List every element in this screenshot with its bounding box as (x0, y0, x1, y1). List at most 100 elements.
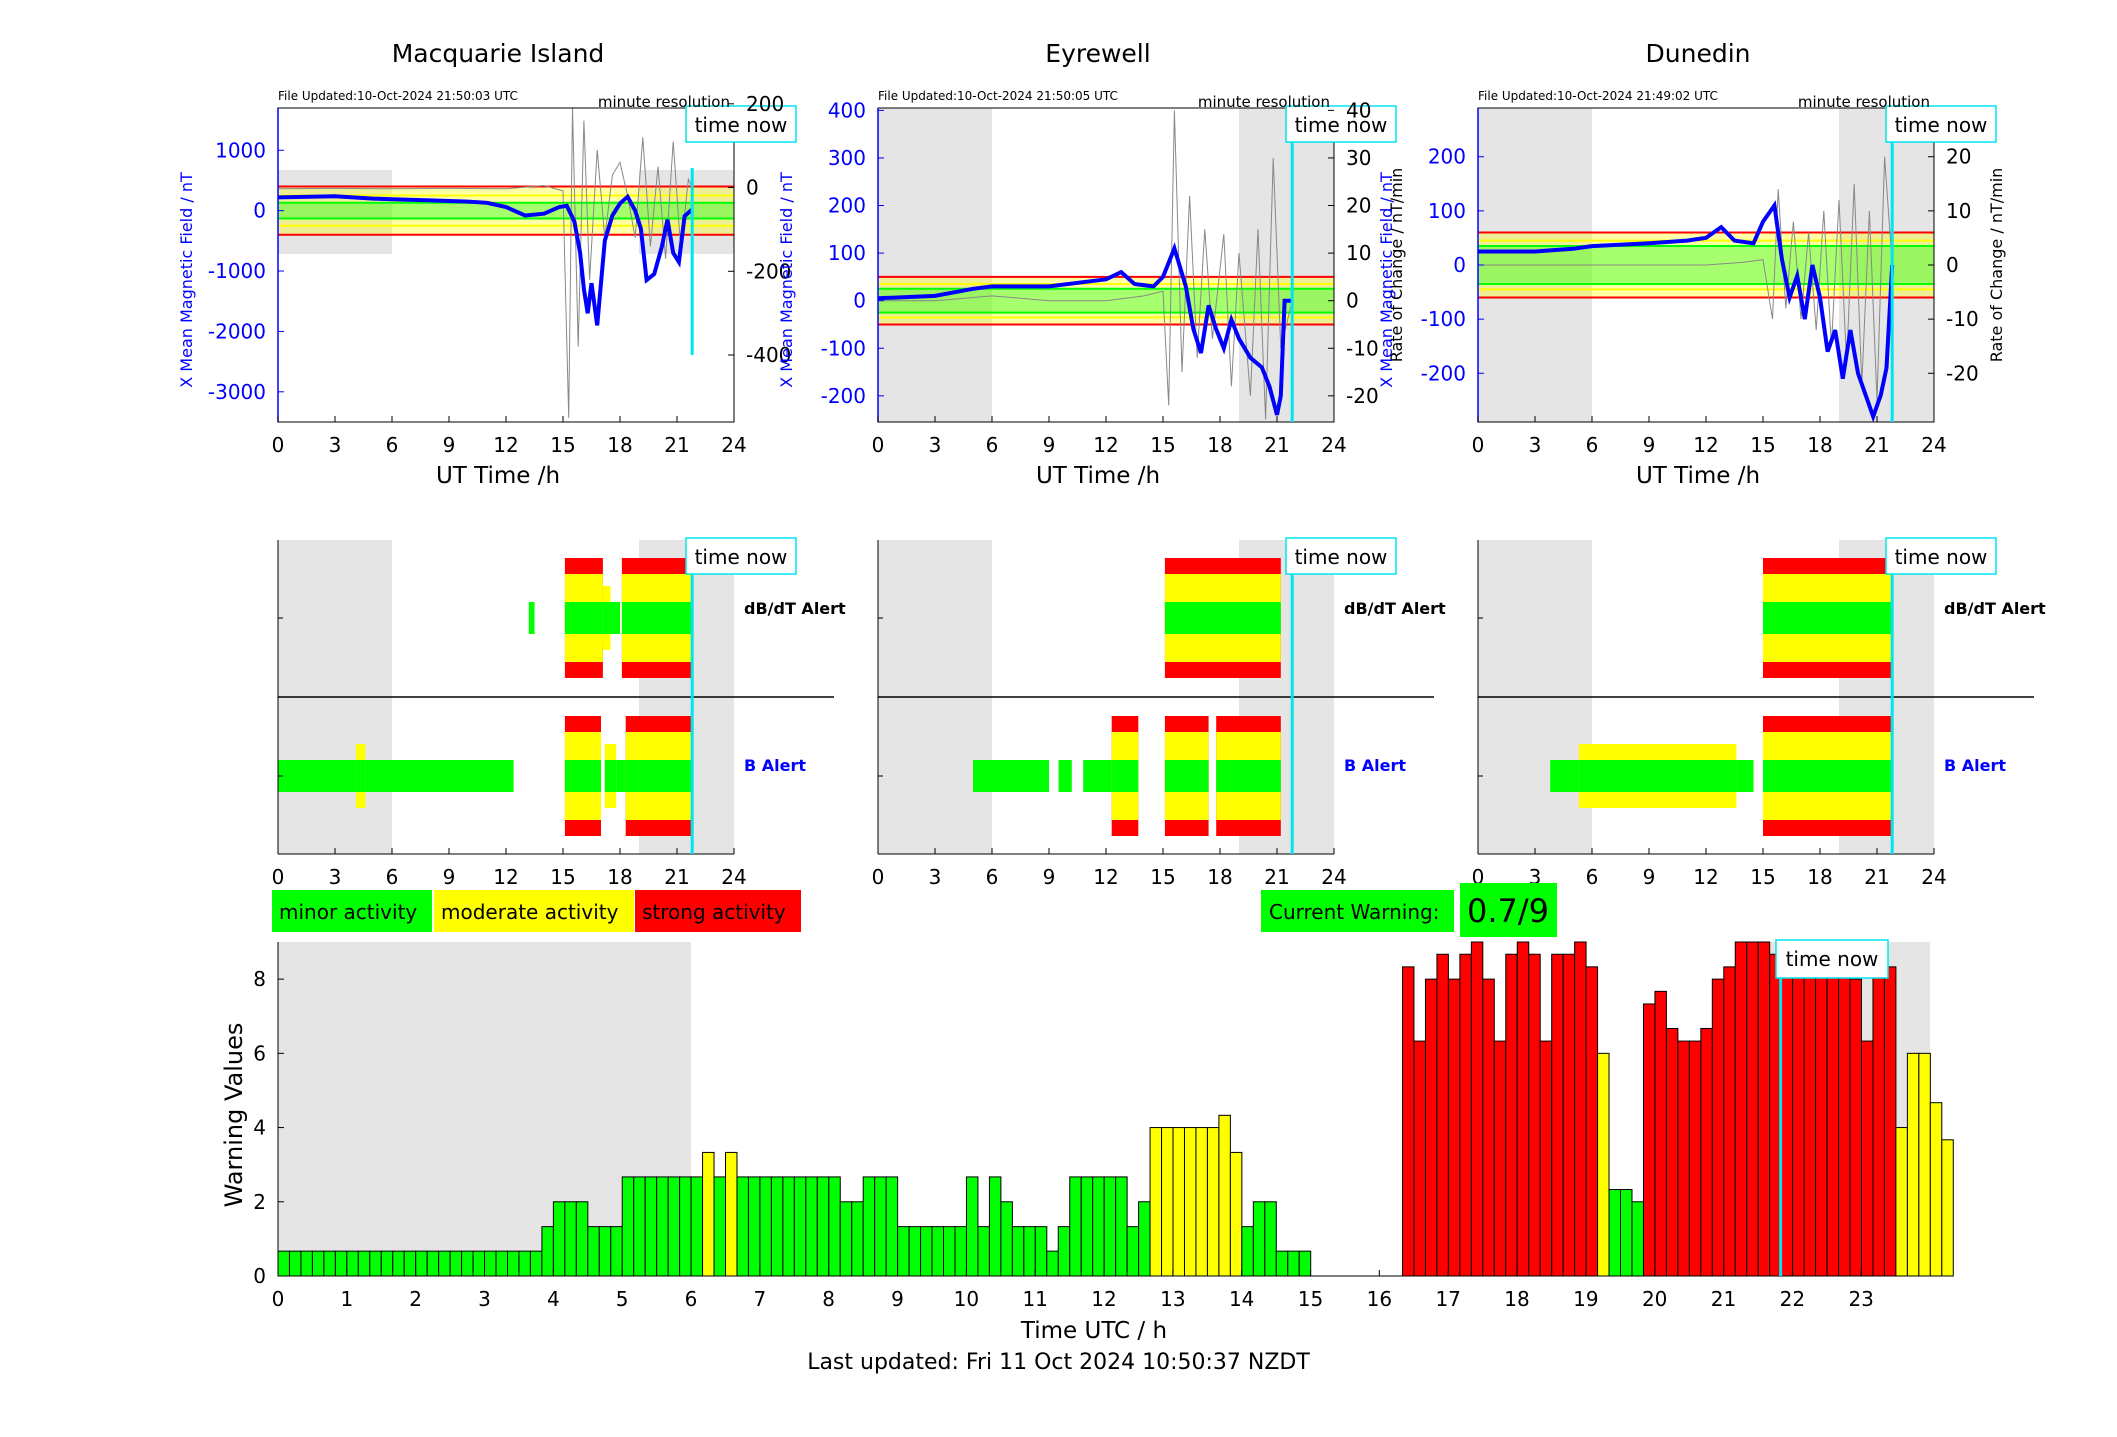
warning-bar (1115, 1176, 1128, 1277)
warning-bar (759, 1176, 772, 1277)
resolution-text: minute resolution (598, 93, 730, 111)
magnetic-field-trace (277, 193, 694, 326)
warning-bar (1849, 978, 1862, 1277)
warning-bar (1872, 966, 1885, 1277)
y-axis-label-right: Rate of Change / nT/min (1987, 168, 2006, 363)
warning-bar (1929, 1102, 1943, 1277)
x-tick-label: 9 (1643, 433, 1656, 457)
warning-bar (426, 1250, 440, 1277)
warning-bar (506, 1250, 520, 1277)
x-tick-label: 15 (1750, 433, 1775, 457)
warning-bar (816, 1176, 830, 1277)
warning-bar (1723, 966, 1736, 1277)
warning-bar (897, 1226, 910, 1277)
last-updated-text: Last updated: Fri 11 Oct 2024 10:50:37 N… (807, 1350, 1310, 1375)
warning-bar (1792, 941, 1805, 1277)
y-tick-label: 4 (253, 1116, 266, 1140)
x-tick-label: 10 (954, 1287, 979, 1311)
warning-bar (1287, 1250, 1300, 1277)
warning-bar (1883, 966, 1897, 1277)
warning-bar (529, 1250, 543, 1277)
night-band (278, 170, 392, 254)
warning-bar (1677, 1040, 1690, 1277)
warning-bar (1183, 1127, 1197, 1277)
warning-bar (1046, 1250, 1059, 1277)
alert-minor-bar (1578, 760, 1737, 792)
y-tick-label-left: 400 (828, 98, 866, 122)
legend-label: moderate activity (441, 900, 619, 924)
file-updated-text: File Updated:10-Oct-2024 21:50:05 UTC (878, 89, 1118, 103)
warning-bar (621, 1176, 635, 1277)
b-alert-label: B Alert (1344, 756, 1406, 775)
warning-bar (1860, 1040, 1874, 1277)
alert-minor-bar (1216, 760, 1281, 792)
warning-bar (575, 1201, 589, 1277)
warning-bar (1482, 978, 1495, 1277)
time-now-label: time now (1295, 113, 1388, 137)
y-tick-label-right: -400 (746, 343, 791, 367)
warning-bar (1516, 941, 1530, 1277)
time-now-label: time now (695, 545, 788, 569)
y-tick-label-right: 0 (1946, 253, 1959, 277)
warning-bar (1665, 1027, 1679, 1277)
warning-bar (1620, 1189, 1633, 1277)
x-axis-label: UT Time /h (1636, 463, 1760, 489)
time-now-box (1885, 537, 1997, 575)
warning-bar (943, 1226, 956, 1277)
warning-bar (1161, 1127, 1174, 1277)
alert-minor-bar (564, 760, 601, 792)
y-tick-label-right: -10 (1346, 336, 1379, 360)
x-tick-label: 1 (340, 1287, 353, 1311)
time-now-label: time now (1895, 545, 1988, 569)
warning-bar (1149, 1127, 1163, 1277)
x-tick-label: 19 (1573, 1287, 1598, 1311)
warning-bar (1941, 1139, 1954, 1277)
alert-minor-bar (610, 602, 620, 634)
x-tick-label: 3 (929, 433, 942, 457)
alert-minor-bar (1763, 602, 1893, 634)
warning-bar (1264, 1201, 1277, 1277)
warning-bar (552, 1201, 566, 1277)
warning-bar (1218, 1114, 1231, 1277)
y-tick-label-left: 100 (1428, 199, 1466, 223)
warning-bar (965, 1176, 979, 1277)
y-tick-label-left: 300 (828, 146, 866, 170)
warning-bar (1241, 1226, 1254, 1277)
warning-bar (1138, 1201, 1151, 1277)
station-title: Dunedin (1646, 39, 1751, 68)
y-tick-label-left: 200 (1428, 145, 1466, 169)
y-tick-label-left: 100 (828, 241, 866, 265)
time-now-box (1775, 939, 1889, 979)
warning-bar (1734, 941, 1748, 1277)
x-tick-label: 15 (1298, 1287, 1323, 1311)
rate-of-change-trace (1478, 156, 1893, 401)
y-tick-label-right: 20 (1946, 145, 1971, 169)
y-tick-label-left: 0 (1453, 253, 1466, 277)
warning-bar (403, 1250, 417, 1277)
x-tick-label: 21 (1864, 865, 1889, 889)
x-tick-label: 3 (329, 433, 342, 457)
plot-frame (277, 107, 735, 423)
x-tick-label: 5 (616, 1287, 629, 1311)
warning-bar (977, 1226, 990, 1277)
station-panel-2: time now Dunedin File Updated:10-Oct-2024 … (1377, 39, 2006, 489)
warning-bar (1608, 1189, 1622, 1277)
warning-bar (1505, 953, 1518, 1277)
y-tick-label-left: 0 (853, 289, 866, 313)
warning-bar (1815, 941, 1828, 1277)
file-updated-text: File Updated:10-Oct-2024 21:50:03 UTC (278, 89, 518, 103)
warning-bar (541, 1226, 554, 1277)
warning-bar (415, 1250, 428, 1277)
alert-minor-bar (1164, 760, 1209, 792)
x-tick-label: 22 (1780, 1287, 1805, 1311)
warning-bar (1275, 1250, 1289, 1277)
y-tick-label-left: 200 (828, 194, 866, 218)
warning-bar (874, 1176, 887, 1277)
y-tick-label: 8 (253, 967, 266, 991)
warning-bar (1757, 941, 1771, 1277)
warning-bar (380, 1250, 394, 1277)
warning-bar (1126, 1226, 1140, 1277)
y-tick-label-right: -200 (746, 259, 791, 283)
